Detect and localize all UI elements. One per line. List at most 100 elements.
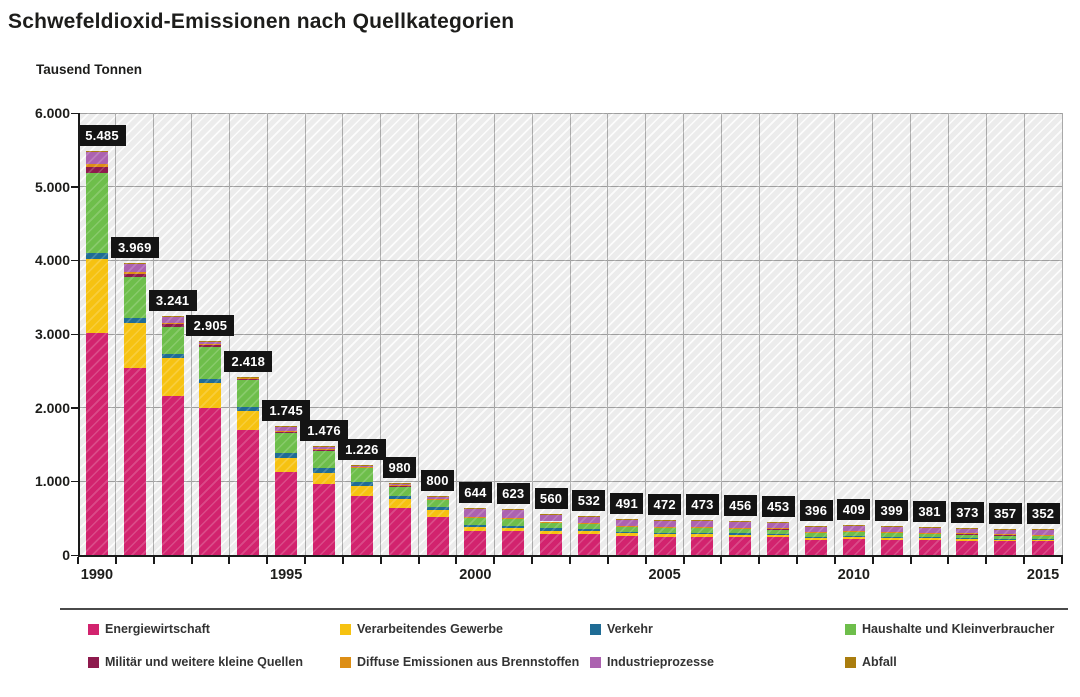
segment-industrieprozesse	[502, 509, 525, 519]
segment-verarbeitendes-gewerbe	[577, 531, 600, 535]
x-gridline	[115, 113, 117, 555]
segment-haushalte-und-kleinverbraucher	[1032, 535, 1055, 539]
segment-verkehr	[805, 536, 827, 538]
segment-haushalte-und-kleinverbraucher	[729, 528, 752, 534]
segment-energiewirtschaft	[161, 395, 184, 555]
segment-verkehr	[85, 252, 108, 259]
segment-haushalte-und-kleinverbraucher	[161, 326, 184, 354]
x-axis-tick-label: 1995	[270, 567, 303, 583]
bar-2009	[805, 113, 827, 555]
segment-industrieprozesse	[426, 496, 449, 499]
bar-value-label: 472	[648, 494, 682, 516]
segment-haushalte-und-kleinverbraucher	[918, 533, 941, 538]
legend: Energiewirtschaft Verarbeitendes Gewerbe V…	[0, 618, 1080, 688]
x-axis-tick	[77, 557, 79, 564]
bar-value-label: 473	[685, 494, 719, 516]
y-axis-tick-label: 2.000	[34, 399, 70, 416]
segment-milit-r-und-weitere-kleine-quellen	[85, 166, 108, 173]
segment-verarbeitendes-gewerbe	[994, 538, 1017, 542]
segment-haushalte-und-kleinverbraucher	[994, 534, 1017, 539]
bar-2015	[1032, 113, 1055, 555]
segment-verarbeitendes-gewerbe	[275, 457, 298, 472]
y-axis-tick	[71, 554, 78, 556]
segment-industrieprozesse	[161, 316, 184, 324]
segment-industrieprozesse	[199, 341, 222, 345]
segment-verkehr	[691, 532, 714, 535]
segment-verarbeitendes-gewerbe	[842, 536, 865, 540]
segment-industrieprozesse	[918, 527, 941, 533]
segment-industrieprozesse	[350, 464, 373, 467]
segment-energiewirtschaft	[350, 496, 373, 555]
segment-verarbeitendes-gewerbe	[691, 534, 714, 537]
x-axis-tick	[682, 557, 685, 564]
segment-haushalte-und-kleinverbraucher	[615, 526, 638, 532]
segment-verarbeitendes-gewerbe	[1032, 539, 1055, 542]
x-gridline	[266, 113, 268, 555]
bar-value-label: 644	[458, 481, 492, 503]
x-axis-tick	[569, 557, 571, 564]
segment-energiewirtschaft	[615, 536, 638, 555]
x-axis-tick	[871, 557, 874, 564]
segment-diffuse-emissionen-aus-brennstoffen	[237, 378, 260, 379]
segment-verarbeitendes-gewerbe	[388, 499, 411, 508]
segment-haushalte-und-kleinverbraucher	[767, 528, 790, 534]
y-axis-tick-label: 5.000	[34, 178, 70, 195]
segment-industrieprozesse	[577, 516, 600, 523]
segment-diffuse-emissionen-aus-brennstoffen	[199, 344, 222, 346]
legend-label: Haushalte und Kleinverbraucher	[862, 622, 1055, 636]
x-axis-tick-label: 2005	[648, 567, 681, 583]
segment-verkehr	[237, 406, 260, 411]
x-axis-tick	[1023, 557, 1026, 564]
x-axis-tick	[114, 557, 117, 564]
x-gridline	[683, 113, 685, 555]
x-gridline	[304, 113, 306, 555]
bar-value-label: 1.226	[337, 438, 386, 460]
segment-verkehr	[350, 482, 373, 486]
segment-verarbeitendes-gewerbe	[464, 527, 487, 531]
legend-separator	[60, 608, 1068, 610]
segment-verarbeitendes-gewerbe	[85, 258, 108, 333]
legend-label: Industrieprozesse	[607, 655, 714, 669]
bar-value-label: 453	[761, 495, 795, 517]
segment-energiewirtschaft	[956, 540, 979, 555]
legend-swatch-icon	[340, 624, 351, 635]
segment-verarbeitendes-gewerbe	[199, 383, 222, 408]
bar-value-label: 1.745	[262, 400, 311, 422]
segment-verarbeitendes-gewerbe	[729, 534, 752, 538]
x-gridline	[531, 113, 533, 555]
bar-2010	[842, 113, 865, 555]
y-axis-unit-label: Tausend Tonnen	[36, 62, 142, 77]
segment-industrieprozesse	[994, 528, 1017, 535]
y-axis-line	[78, 113, 80, 557]
segment-verarbeitendes-gewerbe	[237, 410, 260, 430]
segment-verarbeitendes-gewerbe	[313, 472, 335, 485]
x-axis-tick	[228, 557, 231, 564]
x-axis-tick	[644, 557, 647, 564]
bar-2011	[880, 113, 903, 555]
segment-industrieprozesse	[729, 521, 752, 529]
legend-swatch-icon	[845, 624, 856, 635]
bar-value-label: 980	[383, 456, 417, 478]
legend-swatch-icon	[590, 624, 601, 635]
bar-2001	[502, 113, 525, 555]
legend-swatch-icon	[590, 657, 601, 668]
y-axis-tick	[71, 259, 78, 262]
segment-haushalte-und-kleinverbraucher	[691, 527, 714, 533]
segment-verarbeitendes-gewerbe	[653, 534, 676, 537]
segment-verarbeitendes-gewerbe	[956, 538, 979, 541]
x-gridline	[758, 113, 760, 555]
bar-value-label: 491	[610, 492, 644, 514]
x-axis-tick	[796, 557, 799, 564]
x-gridline	[720, 113, 722, 555]
y-axis-tick	[71, 186, 78, 188]
plot-area: 5.485 3.969 3.241 2.905 2.418 1.745 1.476 1.226…	[78, 112, 1063, 555]
segment-verkehr	[577, 529, 600, 532]
bar-value-label: 560	[534, 487, 568, 509]
y-axis-tick-label: 0	[62, 547, 70, 563]
segment-energiewirtschaft	[275, 471, 298, 555]
segment-energiewirtschaft	[540, 533, 563, 555]
segment-haushalte-und-kleinverbraucher	[123, 276, 146, 318]
segment-diffuse-emissionen-aus-brennstoffen	[161, 323, 184, 325]
y-axis-tick	[71, 407, 78, 409]
